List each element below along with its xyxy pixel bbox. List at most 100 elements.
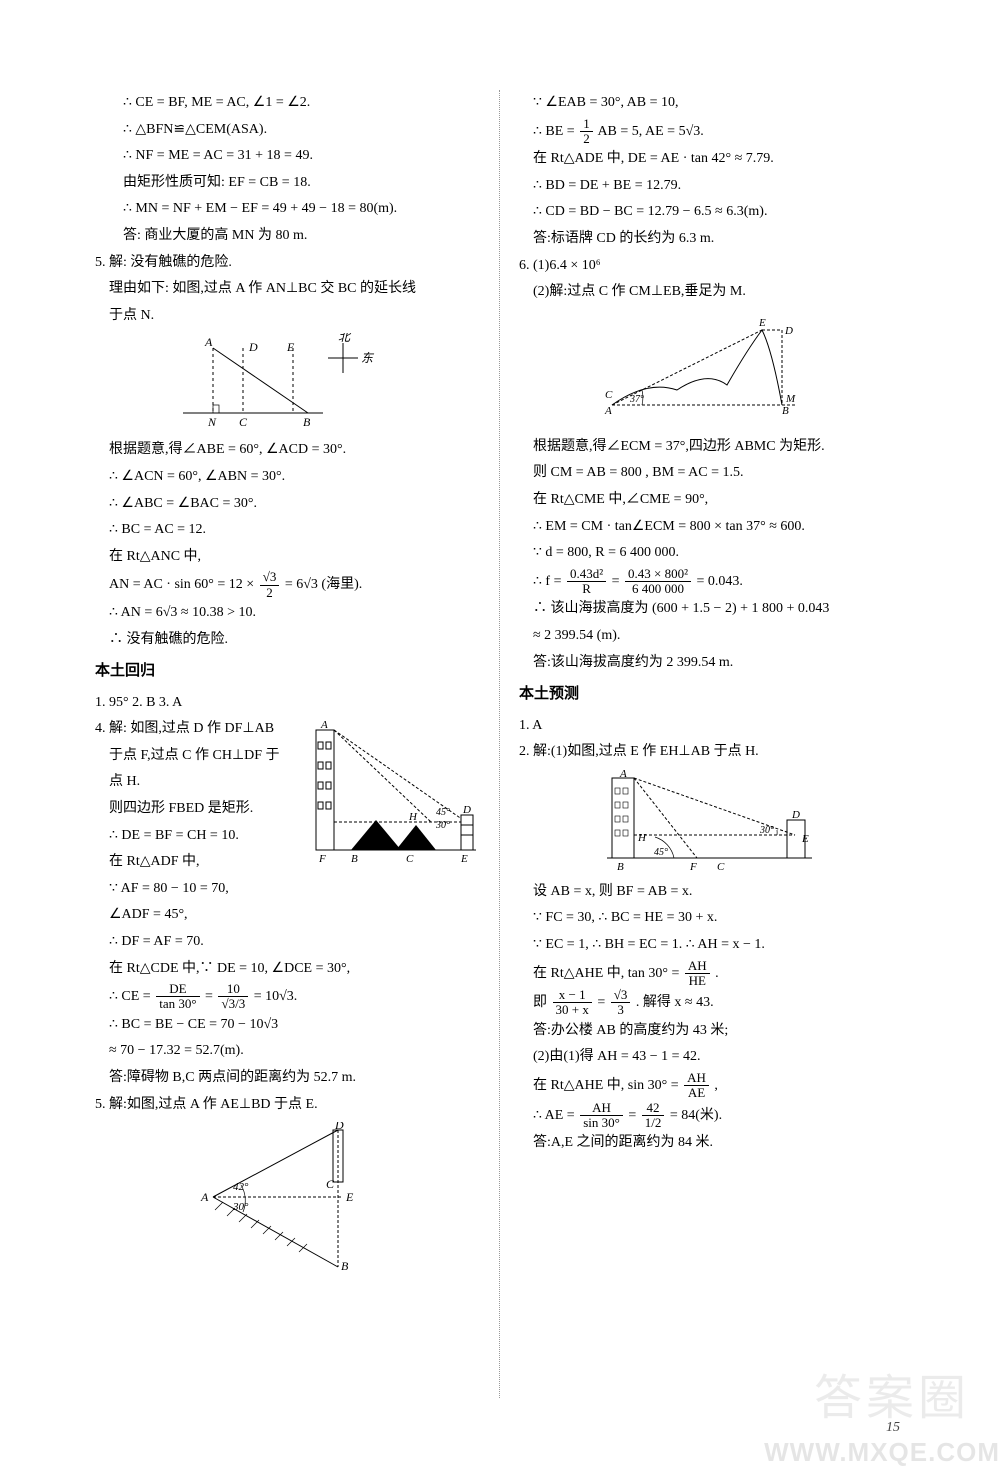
text: = xyxy=(205,989,216,1004)
content: ∴ CE = BF, ME = AC, ∠1 = ∠2. ∴ △BFN≌△CEM… xyxy=(95,90,905,1398)
text-line: 5. 解:如图,过点 A 作 AE⊥BD 于点 E. xyxy=(95,1092,481,1119)
fraction: 10√3/3 xyxy=(218,982,248,1012)
text-line: ∴ CE = DEtan 30° = 10√3/3 = 10√3. xyxy=(95,982,481,1012)
label-B: B xyxy=(341,1259,349,1272)
label-A: A xyxy=(200,1190,209,1204)
text-line: ∴ ∠ABC = ∠BAC = 30°. xyxy=(95,491,481,518)
label-E: E xyxy=(801,833,809,845)
text-line: ∴ AN = 6√3 ≈ 10.38 > 10. xyxy=(95,600,481,627)
text: . 解得 x ≈ 43. xyxy=(636,995,714,1010)
text: = 10√3. xyxy=(254,989,298,1004)
fraction: 421/2 xyxy=(642,1101,665,1131)
label-30: 30° xyxy=(759,825,774,836)
text-line: ∴ BD = DE + BE = 12.79. xyxy=(519,173,905,200)
text-line: ∵ FC = 30, ∴ BC = HE = 30 + x. xyxy=(519,905,905,932)
text: AB = 5, AE = 5√3. xyxy=(597,124,703,139)
text-line: (2)由(1)得 AH = 43 − 1 = 42. xyxy=(519,1044,905,1071)
text: = xyxy=(628,1108,639,1123)
label-C: C xyxy=(717,861,725,873)
diagram-building-mountain: A H 45° 30° D F B xyxy=(311,720,481,870)
text-line: 根据题意,得∠ABE = 60°, ∠ACD = 30°. xyxy=(95,437,481,464)
text-line: ∴ 没有触礁的危险. xyxy=(95,627,481,654)
text: = 6√3 (海里). xyxy=(285,577,362,592)
label-A: A xyxy=(619,770,627,780)
label-C: C xyxy=(406,853,414,865)
label-east: 东 xyxy=(361,351,375,365)
section-heading: 本土回归 xyxy=(95,657,481,686)
label-B: B xyxy=(617,861,624,873)
diagram-mountain-profile: C A E D M B 37° xyxy=(587,310,837,430)
label-C: C xyxy=(605,389,613,401)
text-line: 答:该山海拔高度约为 2 399.54 m. xyxy=(519,650,905,677)
text-line: 答:标语牌 CD 的长约为 6.3 m. xyxy=(519,226,905,253)
text-line: 设 AB = x, 则 BF = AB = x. xyxy=(519,879,905,906)
text-line: 答: 商业大厦的高 MN 为 80 m. xyxy=(95,223,481,250)
fraction: x − 130 + x xyxy=(553,988,592,1018)
fraction: √32 xyxy=(260,570,280,600)
text: , xyxy=(714,1078,718,1093)
fraction: 0.43 × 800²6 400 000 xyxy=(625,567,691,597)
text-line: 在 Rt△ANC 中, xyxy=(95,544,481,571)
text-line: ∴ EM = CM · tan∠ECM = 800 × tan 37° ≈ 60… xyxy=(519,514,905,541)
label-C: C xyxy=(326,1177,335,1191)
text: ∴ CE = xyxy=(109,989,154,1004)
label-N: N xyxy=(207,415,217,429)
text-line: 答:办公楼 AB 的高度约为 43 米; xyxy=(519,1018,905,1045)
section-heading: 本土预测 xyxy=(519,680,905,709)
text-line: ∴ 该山海拔高度为 (600 + 1.5 − 2) + 1 800 + 0.04… xyxy=(519,596,905,623)
fraction: 0.43d²R xyxy=(567,567,606,597)
text-line: 6. (1)6.4 × 10⁶ xyxy=(519,253,905,280)
label-A: A xyxy=(320,720,328,731)
text-line: 1. A xyxy=(519,713,905,740)
label-D: D xyxy=(784,325,793,337)
text-line: 2. 解:(1)如图,过点 E 作 EH⊥AB 于点 H. xyxy=(519,739,905,766)
text-line: ∴ NF = ME = AC = 31 + 18 = 49. xyxy=(95,143,481,170)
fraction: DEtan 30° xyxy=(156,982,199,1012)
text: ∴ AE = xyxy=(533,1108,578,1123)
text-line: ∴ CD = BD − BC = 12.79 − 6.5 ≈ 6.3(m). xyxy=(519,199,905,226)
text: 在 Rt△AHE 中, sin 30° = xyxy=(533,1078,682,1093)
text-line: ∴ f = 0.43d²R = 0.43 × 800²6 400 000 = 0… xyxy=(519,567,905,597)
page: ∴ CE = BF, ME = AC, ∠1 = ∠2. ∴ △BFN≌△CEM… xyxy=(0,0,1000,1468)
label-D: D xyxy=(462,804,471,816)
label-D: D xyxy=(248,340,258,354)
text-line: 5. 解: 没有触礁的危险. xyxy=(95,250,481,277)
label-B: B xyxy=(351,853,358,865)
left-column: ∴ CE = BF, ME = AC, ∠1 = ∠2. ∴ △BFN≌△CEM… xyxy=(95,90,481,1398)
label-D: D xyxy=(334,1122,344,1132)
label-C: C xyxy=(239,415,248,429)
watermark-logo: 答案圈 xyxy=(814,1358,970,1428)
column-divider xyxy=(499,90,501,1398)
label-45: 45° xyxy=(436,807,450,818)
text: = xyxy=(597,995,608,1010)
text: = 0.043. xyxy=(697,574,743,589)
text-line: (2)解:过点 C 作 CM⊥EB,垂足为 M. xyxy=(519,279,905,306)
label-E: E xyxy=(758,317,766,329)
text: = 84(米). xyxy=(670,1108,722,1123)
text-line: 于点 N. xyxy=(95,303,481,330)
text: 在 Rt△AHE 中, tan 30° = xyxy=(533,966,683,981)
label-M: M xyxy=(785,393,796,405)
text-line: ∴ BE = 12 AB = 5, AE = 5√3. xyxy=(519,117,905,147)
text: . xyxy=(715,966,719,981)
fraction: √33 xyxy=(611,988,631,1018)
text-line: 在 Rt△AHE 中, tan 30° = AHHE . xyxy=(519,959,905,989)
text-line: ∵ d = 800, R = 6 400 000. xyxy=(519,540,905,567)
text: 即 xyxy=(533,995,551,1010)
text-line: 答:A,E 之间的距离约为 84 米. xyxy=(519,1130,905,1157)
label-42: 42° xyxy=(233,1181,249,1193)
label-E: E xyxy=(345,1190,354,1204)
text-line: ∴ MN = NF + EM − EF = 49 + 49 − 18 = 80(… xyxy=(95,196,481,223)
fraction: AHsin 30° xyxy=(580,1101,623,1131)
text-line: 即 x − 130 + x = √33 . 解得 x ≈ 43. xyxy=(519,988,905,1018)
watermark-url: WWW.MXQE.COM xyxy=(764,1437,1000,1468)
text-line: ∴ CE = BF, ME = AC, ∠1 = ∠2. xyxy=(95,90,481,117)
text: ∴ BE = xyxy=(533,124,578,139)
fraction: AHAE xyxy=(684,1071,709,1101)
text-line: 由矩形性质可知: EF = CB = 18. xyxy=(95,170,481,197)
label-H: H xyxy=(637,832,647,844)
text: = xyxy=(612,574,623,589)
text-line: ∵ EC = 1, ∴ BH = EC = 1. ∴ AH = x − 1. xyxy=(519,932,905,959)
text-line: ∴ BC = AC = 12. xyxy=(95,517,481,544)
label-37: 37° xyxy=(629,394,644,405)
